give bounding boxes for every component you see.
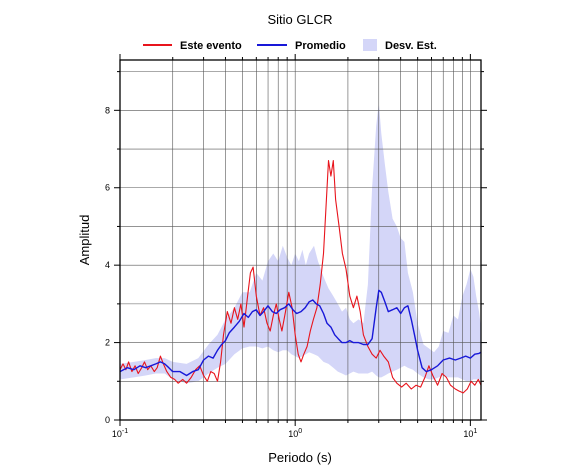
plot-frame xyxy=(119,59,482,421)
y-tick-label: 2 xyxy=(105,338,110,348)
x-tick-label: 101 xyxy=(463,428,477,439)
x-tick-label: 100 xyxy=(288,428,302,439)
chart-title: Sitio GLCR xyxy=(267,12,332,27)
x-tick-label: 10-1 xyxy=(112,428,128,439)
std-dev-band-layer xyxy=(120,102,481,384)
legend-label-este-evento: Este evento xyxy=(180,40,242,52)
tick-label-layer: 0 2 4 6 8 10-1 100 101 xyxy=(105,105,477,439)
y-tick-label: 8 xyxy=(105,105,110,115)
x-axis-label: Periodo (s) xyxy=(268,450,332,465)
std-dev-band xyxy=(120,102,481,384)
legend-label-promedio: Promedio xyxy=(295,40,346,52)
y-axis-label: Amplitud xyxy=(77,215,92,266)
series-line-promedio xyxy=(119,289,482,377)
legend: Este evento Promedio Desv. Est. xyxy=(143,39,437,52)
grid-layer xyxy=(120,60,481,420)
y-tick-label: 0 xyxy=(105,415,110,425)
axes-layer xyxy=(114,54,487,426)
legend-swatch-desv-est xyxy=(363,39,377,51)
y-tick-label: 6 xyxy=(105,183,110,193)
y-tick-label: 4 xyxy=(105,260,110,270)
legend-label-desv-est: Desv. Est. xyxy=(385,40,437,52)
series-layer xyxy=(119,160,482,394)
